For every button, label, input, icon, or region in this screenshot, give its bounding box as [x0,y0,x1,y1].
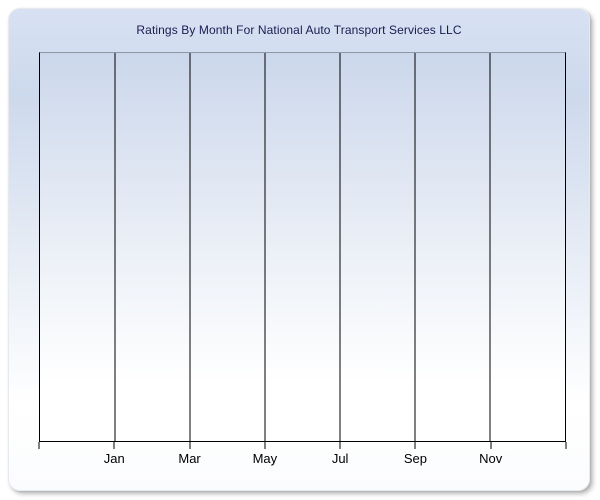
x-axis-label-nov: Nov [479,451,503,466]
vertical-gridline [189,53,191,441]
x-axis-tick [414,442,416,449]
x-axis-label-sep: Sep [403,451,427,466]
x-axis-tick [113,442,115,449]
x-axis-tick [339,442,341,449]
x-axis-labels: Jan Mar May Jul Sep Nov [39,451,566,467]
x-axis-label-mar: Mar [178,451,201,466]
x-axis-label-jan: Jan [103,451,125,466]
x-axis-tick [189,442,191,449]
x-axis-ticks [38,442,567,450]
vertical-gridline [339,53,341,441]
x-axis-label-may: May [252,451,278,466]
chart-panel: Ratings By Month For National Auto Trans… [8,8,590,491]
plot-area [39,52,566,442]
x-axis-tick [490,442,492,449]
chart-title: Ratings By Month For National Auto Trans… [136,23,462,37]
vertical-gridline [489,53,491,441]
x-axis-tick [264,442,266,449]
vertical-gridline [414,53,416,441]
vertical-gridline [264,53,266,441]
x-axis-tick [565,442,567,449]
vertical-gridline [114,53,116,441]
x-axis-label-jul: Jul [331,451,349,466]
x-axis-tick [38,442,40,449]
